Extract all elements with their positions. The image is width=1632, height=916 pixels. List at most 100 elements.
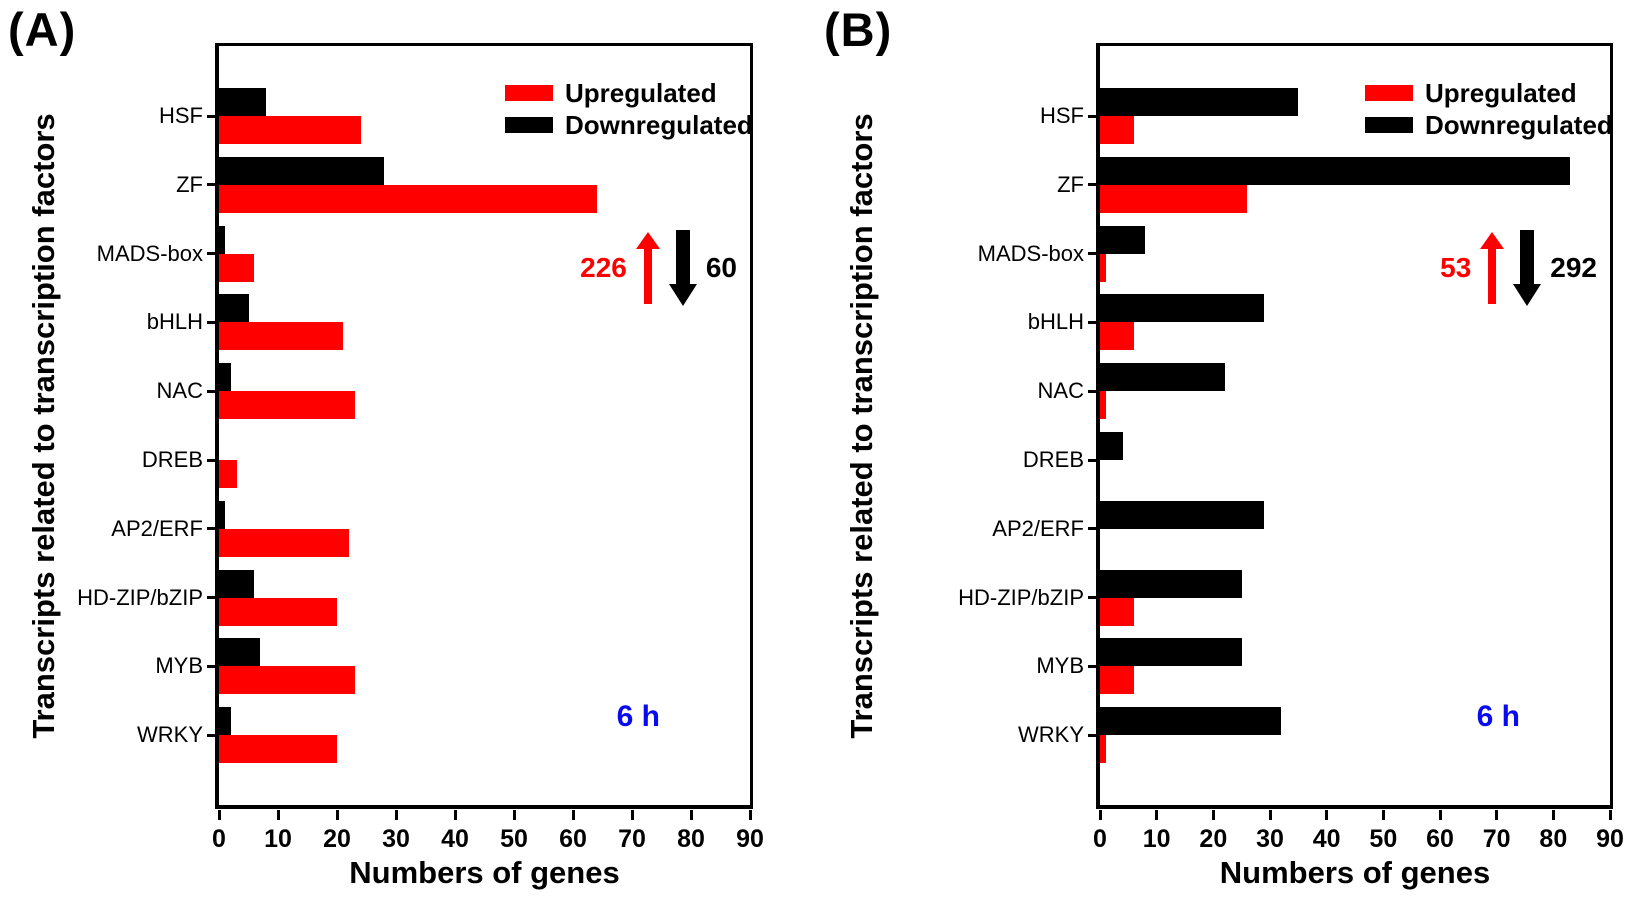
x-tick — [1268, 810, 1272, 820]
category-label-zf: ZF — [176, 171, 203, 197]
bar-hd-zip-bzip-upregulated — [219, 597, 337, 626]
bar-nac-downregulated — [1100, 363, 1225, 392]
category-label-nac: NAC — [1037, 378, 1084, 404]
category-label-mads-box: MADS-box — [96, 240, 203, 266]
panel-label: (B) — [824, 3, 893, 56]
y-axis-title: Transcripts related to transcription fac… — [26, 112, 61, 739]
time-label: 6 h — [616, 700, 660, 733]
y-axis-title: Transcripts related to transcription fac… — [844, 112, 879, 739]
bar-myb-downregulated — [1100, 638, 1242, 667]
upregulated-total: 226 — [580, 252, 627, 283]
y-tick — [1088, 389, 1100, 393]
y-tick — [207, 733, 219, 737]
bar-zf-downregulated — [219, 156, 385, 185]
plot-frame-right — [750, 43, 753, 809]
bar-hd-zip-bzip-downregulated — [219, 569, 255, 598]
y-tick — [207, 183, 219, 187]
x-tick-label-0: 0 — [1093, 825, 1107, 853]
x-tick-label-90: 90 — [1596, 825, 1624, 853]
up-arrow-icon — [635, 232, 660, 304]
y-tick — [1088, 183, 1100, 187]
category-label-zf: ZF — [1057, 171, 1084, 197]
category-label-ap2-erf: AP2/ERF — [111, 515, 203, 541]
legend-swatch-upregulated-icon — [1365, 85, 1413, 101]
bar-myb-downregulated — [219, 638, 261, 667]
category-label-dreb: DREB — [1022, 447, 1084, 472]
bar-bhlh-upregulated — [1100, 322, 1134, 351]
category-label-bhlh: bHLH — [1027, 309, 1084, 335]
bar-wrky-downregulated — [1100, 707, 1282, 736]
x-tick — [1608, 810, 1612, 820]
x-tick-label-70: 70 — [1482, 825, 1511, 853]
legend-label-upregulated: Upregulated — [565, 78, 717, 108]
x-tick-label-50: 50 — [1369, 825, 1398, 853]
y-tick — [1088, 320, 1100, 324]
y-tick — [207, 389, 219, 393]
category-label-myb: MYB — [155, 653, 203, 679]
x-tick — [1325, 810, 1329, 820]
bar-nac-downregulated — [219, 363, 231, 392]
x-tick-label-60: 60 — [1426, 825, 1454, 853]
x-tick — [394, 810, 398, 820]
category-label-ap2-erf: AP2/ERF — [992, 515, 1084, 541]
totals-annotation: 226 60 — [580, 230, 737, 306]
legend-entry-downregulated: Downregulated — [1365, 112, 1613, 138]
plot-frame-top — [1096, 43, 1613, 46]
down-arrow-icon — [1513, 230, 1542, 306]
x-tick-label-60: 60 — [559, 825, 587, 853]
category-label-hsf: HSF — [159, 103, 203, 128]
bar-dreb-upregulated — [219, 460, 237, 488]
bar-ap2-erf-upregulated — [219, 528, 349, 557]
legend-swatch-upregulated-icon — [505, 85, 553, 101]
x-tick — [335, 810, 339, 820]
x-tick — [1551, 810, 1555, 820]
x-tick — [748, 810, 752, 820]
bar-hd-zip-bzip-upregulated — [1100, 597, 1134, 626]
y-tick — [207, 458, 219, 462]
bar-mads-box-downregulated — [219, 225, 225, 254]
category-label-wrky: WRKY — [1018, 722, 1084, 748]
bar-hsf-upregulated — [1100, 116, 1134, 144]
y-tick — [1088, 458, 1100, 462]
legend-swatch-downregulated-icon — [1365, 117, 1413, 133]
x-tick-label-30: 30 — [1256, 825, 1284, 853]
totals-annotation: 53 292 — [1440, 230, 1597, 306]
time-label: 6 h — [1476, 700, 1520, 733]
y-tick — [207, 596, 219, 600]
category-label-nac: NAC — [156, 378, 203, 404]
y-tick — [207, 664, 219, 668]
category-label-myb: MYB — [1036, 653, 1084, 679]
x-tick — [217, 810, 221, 820]
x-tick — [689, 810, 693, 820]
axis-y — [1096, 43, 1100, 809]
bar-myb-upregulated — [219, 666, 355, 695]
x-tick-label-70: 70 — [618, 825, 646, 853]
x-axis-title: Numbers of genes — [1219, 855, 1491, 890]
bar-dreb-downregulated — [1100, 432, 1123, 460]
panel-A: (A) Transcripts related to transcription… — [8, 3, 764, 890]
x-tick — [1438, 810, 1442, 820]
y-tick — [1088, 252, 1100, 256]
x-axis-title: Numbers of genes — [349, 855, 620, 890]
bar-myb-upregulated — [1100, 666, 1134, 695]
x-tick — [512, 810, 516, 820]
bar-wrky-downregulated — [219, 707, 231, 736]
downregulated-total: 60 — [705, 252, 737, 283]
up-arrow-icon — [1480, 232, 1505, 304]
bar-hsf-downregulated — [219, 88, 267, 116]
panel-B: (B) Transcripts related to transcription… — [816, 0, 1632, 916]
x-tick-label-20: 20 — [1199, 825, 1228, 853]
x-tick — [1155, 810, 1159, 820]
bar-ap2-erf-downregulated — [219, 500, 225, 529]
bar-mads-box-upregulated — [219, 253, 255, 282]
category-label-dreb: DREB — [141, 447, 203, 472]
y-tick — [207, 114, 219, 118]
y-tick — [1088, 733, 1100, 737]
plot-frame-top — [215, 43, 753, 46]
category-label-hsf: HSF — [1040, 103, 1084, 128]
x-tick — [1381, 810, 1385, 820]
bar-bhlh-upregulated — [219, 322, 343, 351]
bar-bhlh-downregulated — [219, 294, 249, 323]
x-tick-label-20: 20 — [323, 825, 351, 853]
